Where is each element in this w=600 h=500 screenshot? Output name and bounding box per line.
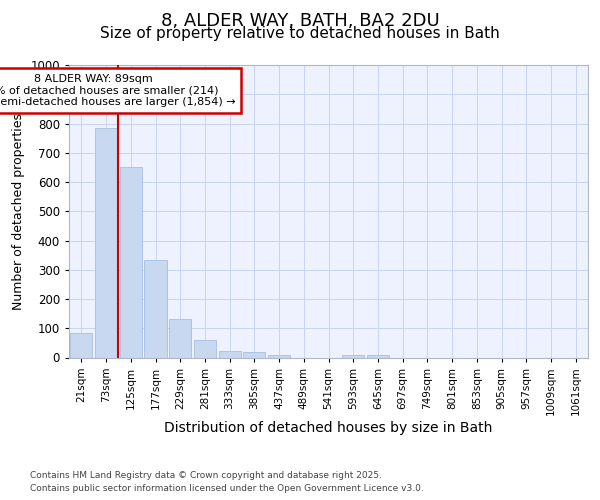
Bar xyxy=(218,351,241,358)
Text: Size of property relative to detached houses in Bath: Size of property relative to detached ho… xyxy=(100,26,500,41)
X-axis label: Distribution of detached houses by size in Bath: Distribution of detached houses by size … xyxy=(164,420,493,434)
Text: Contains public sector information licensed under the Open Government Licence v3: Contains public sector information licen… xyxy=(30,484,424,493)
Bar xyxy=(70,332,92,357)
Bar xyxy=(268,354,290,358)
Y-axis label: Number of detached properties: Number of detached properties xyxy=(12,113,25,310)
Bar xyxy=(145,260,167,358)
Text: 8 ALDER WAY: 89sqm
← 10% of detached houses are smaller (214)
89% of semi-detach: 8 ALDER WAY: 89sqm ← 10% of detached hou… xyxy=(0,74,236,107)
Text: 8, ALDER WAY, BATH, BA2 2DU: 8, ALDER WAY, BATH, BA2 2DU xyxy=(161,12,439,30)
Bar xyxy=(169,318,191,358)
Bar xyxy=(119,168,142,358)
Bar xyxy=(367,355,389,358)
Bar xyxy=(194,340,216,357)
Bar xyxy=(243,352,265,358)
Text: Contains HM Land Registry data © Crown copyright and database right 2025.: Contains HM Land Registry data © Crown c… xyxy=(30,471,382,480)
Bar xyxy=(342,355,364,358)
Bar xyxy=(95,128,117,358)
